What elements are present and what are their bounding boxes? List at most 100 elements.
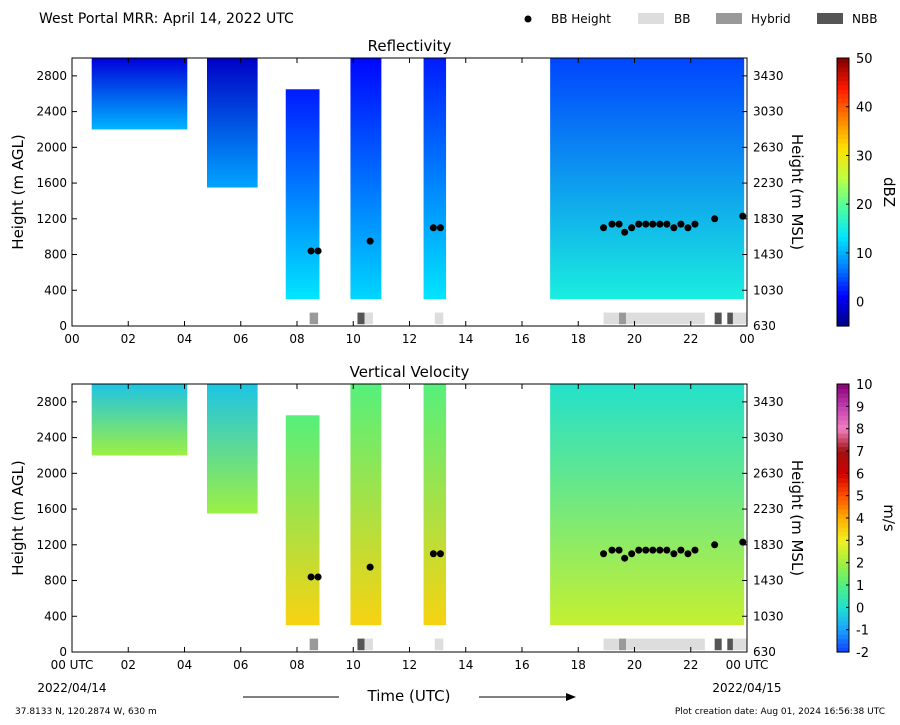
colorbar-label: dBZ: [880, 177, 898, 207]
y-tick-label: 2000: [36, 140, 67, 154]
colorbar-segment: [837, 303, 849, 309]
colorbar-segment: [837, 629, 849, 635]
colorbar-tick-label: 5: [856, 490, 864, 505]
bb-height-point: [314, 573, 322, 581]
x-tick-label: 02: [121, 332, 136, 346]
colorbar-segment: [837, 254, 849, 260]
colorbar-segment: [837, 384, 849, 390]
colorbar-segment: [837, 580, 849, 586]
creation-date-footnote: Plot creation date: Aug 01, 2024 16:56:3…: [675, 707, 885, 717]
colorbar-segment: [837, 428, 849, 434]
colorbar-segment: [837, 589, 849, 595]
colorbar-tick-label: 0: [856, 601, 864, 616]
legend-nbb-swatch: [817, 13, 843, 24]
bb-height-point: [436, 224, 444, 232]
colorbar-segment: [837, 250, 849, 256]
colorbar-segment: [837, 187, 849, 193]
bb-type-segment: [309, 312, 319, 325]
colorbar-segment: [837, 142, 849, 148]
x-tick-label: 10: [346, 332, 361, 346]
bb-height-point: [628, 550, 636, 558]
precip-band: [207, 58, 258, 188]
bb-height-point: [642, 220, 650, 228]
bb-type-segment: [727, 312, 733, 325]
bb-height-point: [691, 220, 699, 228]
bb-height-point: [307, 573, 315, 581]
colorbar-segment: [837, 93, 849, 99]
bb-height-point: [429, 550, 437, 558]
x-tick-label: 10: [346, 658, 361, 672]
colorbar-segment: [837, 625, 849, 631]
precip-band: [550, 58, 745, 300]
colorbar-segment: [837, 120, 849, 126]
bb-type-segment: [714, 312, 722, 325]
y-tick-label: 800: [44, 574, 67, 588]
x-tick-label: 20: [627, 332, 642, 346]
x-tick-label: 14: [458, 658, 473, 672]
colorbar-segment: [837, 419, 849, 425]
colorbar-tick-label: 3: [856, 534, 864, 549]
x-tick-label: 04: [177, 332, 192, 346]
x-tick-label: 00 UTC: [51, 658, 94, 672]
y2-tick-label: 1430: [753, 248, 784, 262]
colorbar-segment: [837, 477, 849, 483]
bb-height-point: [684, 224, 692, 232]
colorbar-segment: [837, 98, 849, 104]
x-tick-label: 14: [458, 332, 473, 346]
colorbar-segment: [837, 321, 849, 327]
colorbar-segment: [837, 241, 849, 247]
end-date-label: 2022/04/15: [712, 681, 781, 695]
colorbar-segment: [837, 263, 849, 269]
colorbar-segment: [837, 169, 849, 175]
y-tick-label: 0: [59, 645, 67, 659]
y-tick-label: 1200: [36, 212, 67, 226]
panel-title: Reflectivity: [368, 37, 452, 55]
colorbar-segment: [837, 66, 849, 72]
colorbar-tick-label: 0: [856, 296, 864, 311]
colorbar-segment: [837, 107, 849, 113]
colorbar-segment: [837, 174, 849, 180]
time-arrow-head: [566, 693, 576, 701]
colorbar-segment: [837, 620, 849, 626]
colorbar-segment: [837, 549, 849, 555]
colorbar-label: m/s: [880, 504, 898, 532]
colorbar-segment: [837, 196, 849, 202]
y2-tick-label: 3430: [753, 395, 784, 409]
bb-height-point: [649, 546, 657, 554]
y-tick-label: 0: [59, 319, 67, 333]
colorbar-tick-label: 6: [856, 467, 864, 482]
colorbar-tick-label: 50: [856, 52, 873, 67]
bb-height-point: [608, 220, 616, 228]
colorbar-tick-label: 30: [856, 149, 873, 164]
colorbar-segment: [837, 75, 849, 81]
colorbar-segment: [837, 160, 849, 166]
bb-height-point: [600, 550, 608, 558]
colorbar-segment: [837, 562, 849, 568]
start-date-label: 2022/04/14: [37, 681, 106, 695]
x-tick-label: 04: [177, 658, 192, 672]
y2-tick-label: 1830: [753, 538, 784, 552]
bb-height-point: [366, 563, 374, 571]
colorbar-segment: [837, 71, 849, 77]
y-tick-label: 800: [44, 248, 67, 262]
colorbar-segment: [837, 133, 849, 139]
bb-height-point: [739, 212, 747, 220]
y2-tick-label: 1430: [753, 574, 784, 588]
bb-type-segment: [364, 638, 373, 651]
colorbar-segment: [837, 482, 849, 488]
legend-bb-height-label: BB Height: [551, 12, 611, 26]
bb-height-point: [711, 541, 719, 549]
y2-tick-label: 1830: [753, 212, 784, 226]
colorbar-segment: [837, 504, 849, 510]
precip-band: [423, 58, 447, 300]
colorbar-segment: [837, 165, 849, 171]
bb-height-point: [628, 224, 636, 232]
colorbar-tick-label: 10: [856, 378, 873, 393]
bb-height-point: [656, 220, 664, 228]
precip-band: [350, 58, 382, 300]
colorbar-segment: [837, 437, 849, 443]
y2-axis-label: Height (m MSL): [788, 134, 806, 250]
x-tick-label: 00: [64, 332, 79, 346]
bb-type-segment: [626, 638, 705, 651]
